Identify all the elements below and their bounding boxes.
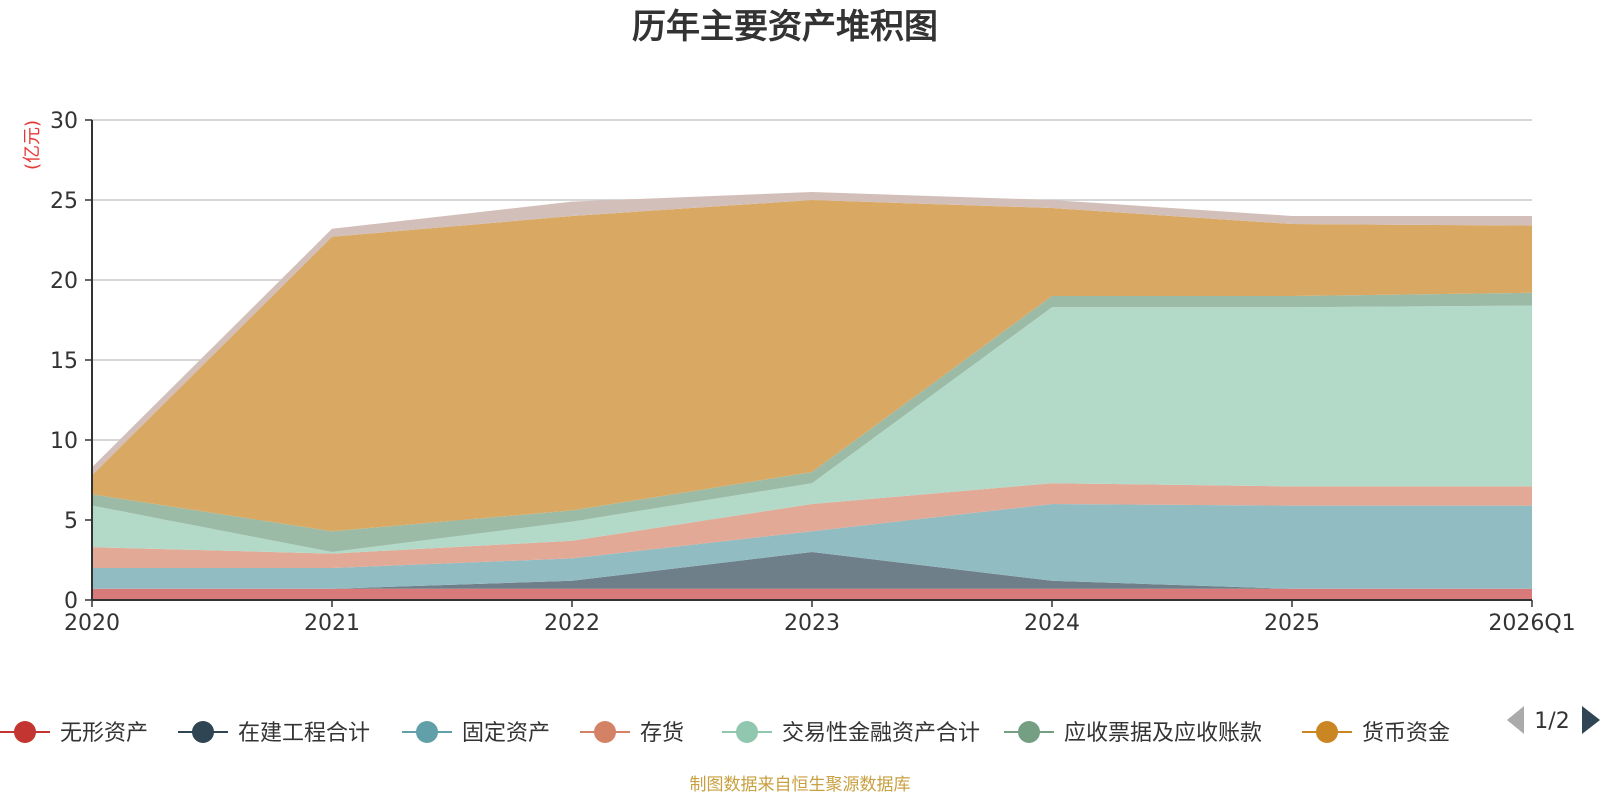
legend-next-page-icon[interactable]	[1582, 706, 1600, 734]
area-series-8	[92, 192, 1532, 476]
legend-marker-icon	[14, 721, 36, 743]
area-series-5	[92, 305, 1532, 554]
legend-item[interactable]: 交易性金融资产合计	[722, 721, 980, 746]
legend-item[interactable]: 无形资产	[0, 721, 148, 746]
legend-label: 无形资产	[60, 721, 148, 746]
data-source-note: 制图数据来自恒生聚源数据库	[690, 775, 911, 795]
stacked-areas	[92, 192, 1532, 600]
y-tick-label: 5	[64, 509, 78, 534]
legend-item[interactable]: 应收票据及应收账款	[1004, 721, 1262, 746]
legend-label: 固定资产	[462, 721, 550, 746]
y-tick-label: 15	[50, 349, 78, 374]
legend-marker-icon	[1316, 721, 1338, 743]
chart-title: 历年主要资产堆积图	[632, 7, 938, 47]
x-tick-label: 2022	[544, 611, 600, 636]
y-tick-label: 20	[50, 269, 78, 294]
legend-label: 货币资金	[1362, 721, 1450, 746]
legend-marker-icon	[1018, 721, 1040, 743]
y-axis-unit-label: (亿元)	[22, 120, 43, 170]
legend-label: 存货	[640, 721, 684, 746]
x-tick-label: 2020	[64, 611, 120, 636]
legend-label: 在建工程合计	[238, 721, 370, 746]
legend-label: 交易性金融资产合计	[782, 721, 980, 746]
legend-marker-icon	[594, 721, 616, 743]
area-series-7	[92, 200, 1532, 532]
x-tick-label: 2024	[1024, 611, 1080, 636]
legend-item[interactable]: 固定资产	[402, 721, 550, 746]
area-series-3	[92, 504, 1532, 589]
legend: 无形资产 在建工程合计 固定资产 存货 交易性金融资产合计 应收票据及应收账款 货币资金	[0, 721, 1450, 746]
legend-marker-icon	[736, 721, 758, 743]
legend-item[interactable]: 在建工程合计	[178, 721, 370, 746]
legend-marker-icon	[416, 721, 438, 743]
y-tick-label: 25	[50, 189, 78, 214]
area-series-2	[92, 552, 1532, 589]
legend-label: 应收票据及应收账款	[1064, 721, 1262, 746]
y-tick-label: 0	[64, 589, 78, 614]
legend-item[interactable]: 存货	[580, 721, 684, 746]
legend-prev-page-icon[interactable]	[1507, 706, 1524, 734]
x-tick-label: 2023	[784, 611, 840, 636]
x-tick-label: 2021	[304, 611, 360, 636]
legend-page-indicator: 1/2	[1534, 709, 1569, 734]
area-series-1	[92, 588, 1532, 600]
legend-marker-icon	[192, 721, 214, 743]
y-tick-label: 10	[50, 429, 78, 454]
legend-pager: 1/2	[1507, 706, 1600, 734]
x-tick-label: 2026Q1	[1488, 611, 1575, 636]
area-series-4	[92, 483, 1532, 568]
x-tick-label: 2025	[1264, 611, 1320, 636]
y-tick-label: 30	[50, 109, 78, 134]
area-series-6	[92, 292, 1532, 552]
legend-item[interactable]: 货币资金	[1302, 721, 1450, 746]
